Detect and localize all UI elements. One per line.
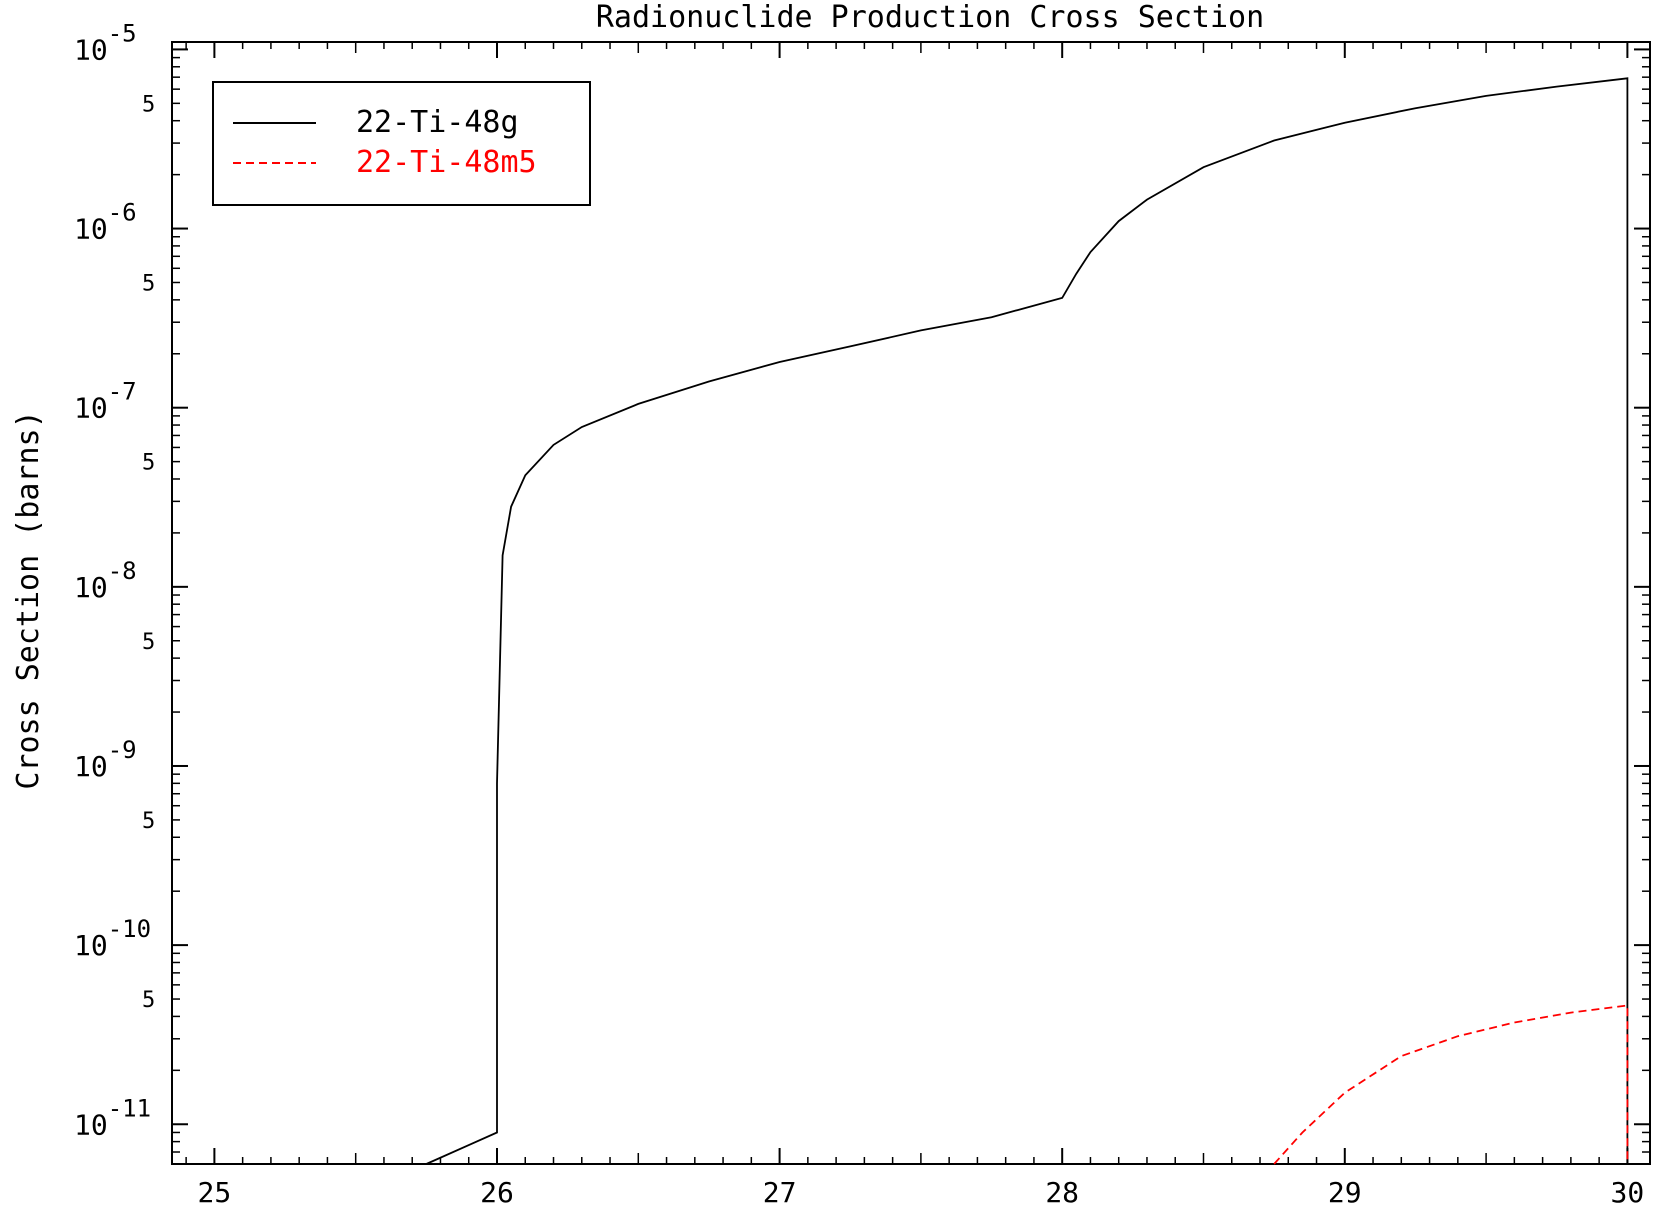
y-tick-label: 10-5 <box>74 19 137 66</box>
y-minor-label: 5 <box>142 809 155 834</box>
y-tick-label: 10-11 <box>74 1094 151 1141</box>
x-tick-label: 25 <box>198 1176 232 1206</box>
chart-title: Radionuclide Production Cross Section <box>596 0 1264 35</box>
y-minor-label: 5 <box>142 451 155 476</box>
y-minor-label: 5 <box>142 630 155 655</box>
y-tick-label: 10-10 <box>74 915 151 962</box>
x-tick-label: 30 <box>1611 1176 1645 1206</box>
legend-label-22-ti-48g: 22-Ti-48g <box>356 105 519 140</box>
y-tick-label: 10-7 <box>74 378 137 425</box>
y-tick-label: 10-9 <box>74 736 137 783</box>
y-tick-label: 10-8 <box>74 557 137 604</box>
x-tick-labels: 25 26 27 28 29 30 <box>198 1176 1645 1206</box>
x-tick-label: 28 <box>1045 1176 1079 1206</box>
y-tick-labels: 10-5 10-6 10-7 10-8 10-9 10-10 10-11 5 5 5 5 5 5 <box>74 19 155 1141</box>
series-line-22-ti-48m5 <box>1273 1004 1629 1165</box>
series-lines <box>425 77 1629 1165</box>
axis-ticks <box>172 42 1650 1165</box>
y-minor-label: 5 <box>142 988 155 1013</box>
y-minor-label: 5 <box>142 92 155 117</box>
plot-frame <box>171 41 1651 1165</box>
x-tick-label: 27 <box>763 1176 797 1206</box>
series-line-22-ti-48g <box>425 77 1629 1165</box>
legend-label-22-ti-48m5: 22-Ti-48m5 <box>356 145 537 180</box>
legend-box <box>212 81 591 206</box>
y-minor-label: 5 <box>142 271 155 296</box>
y-tick-label: 10-6 <box>74 199 137 246</box>
legend: 22-Ti-48g 22-Ti-48m5 <box>212 81 591 206</box>
x-tick-label: 29 <box>1328 1176 1362 1206</box>
x-tick-label: 26 <box>480 1176 514 1206</box>
y-axis-label: Cross Section (barns) <box>11 410 46 789</box>
